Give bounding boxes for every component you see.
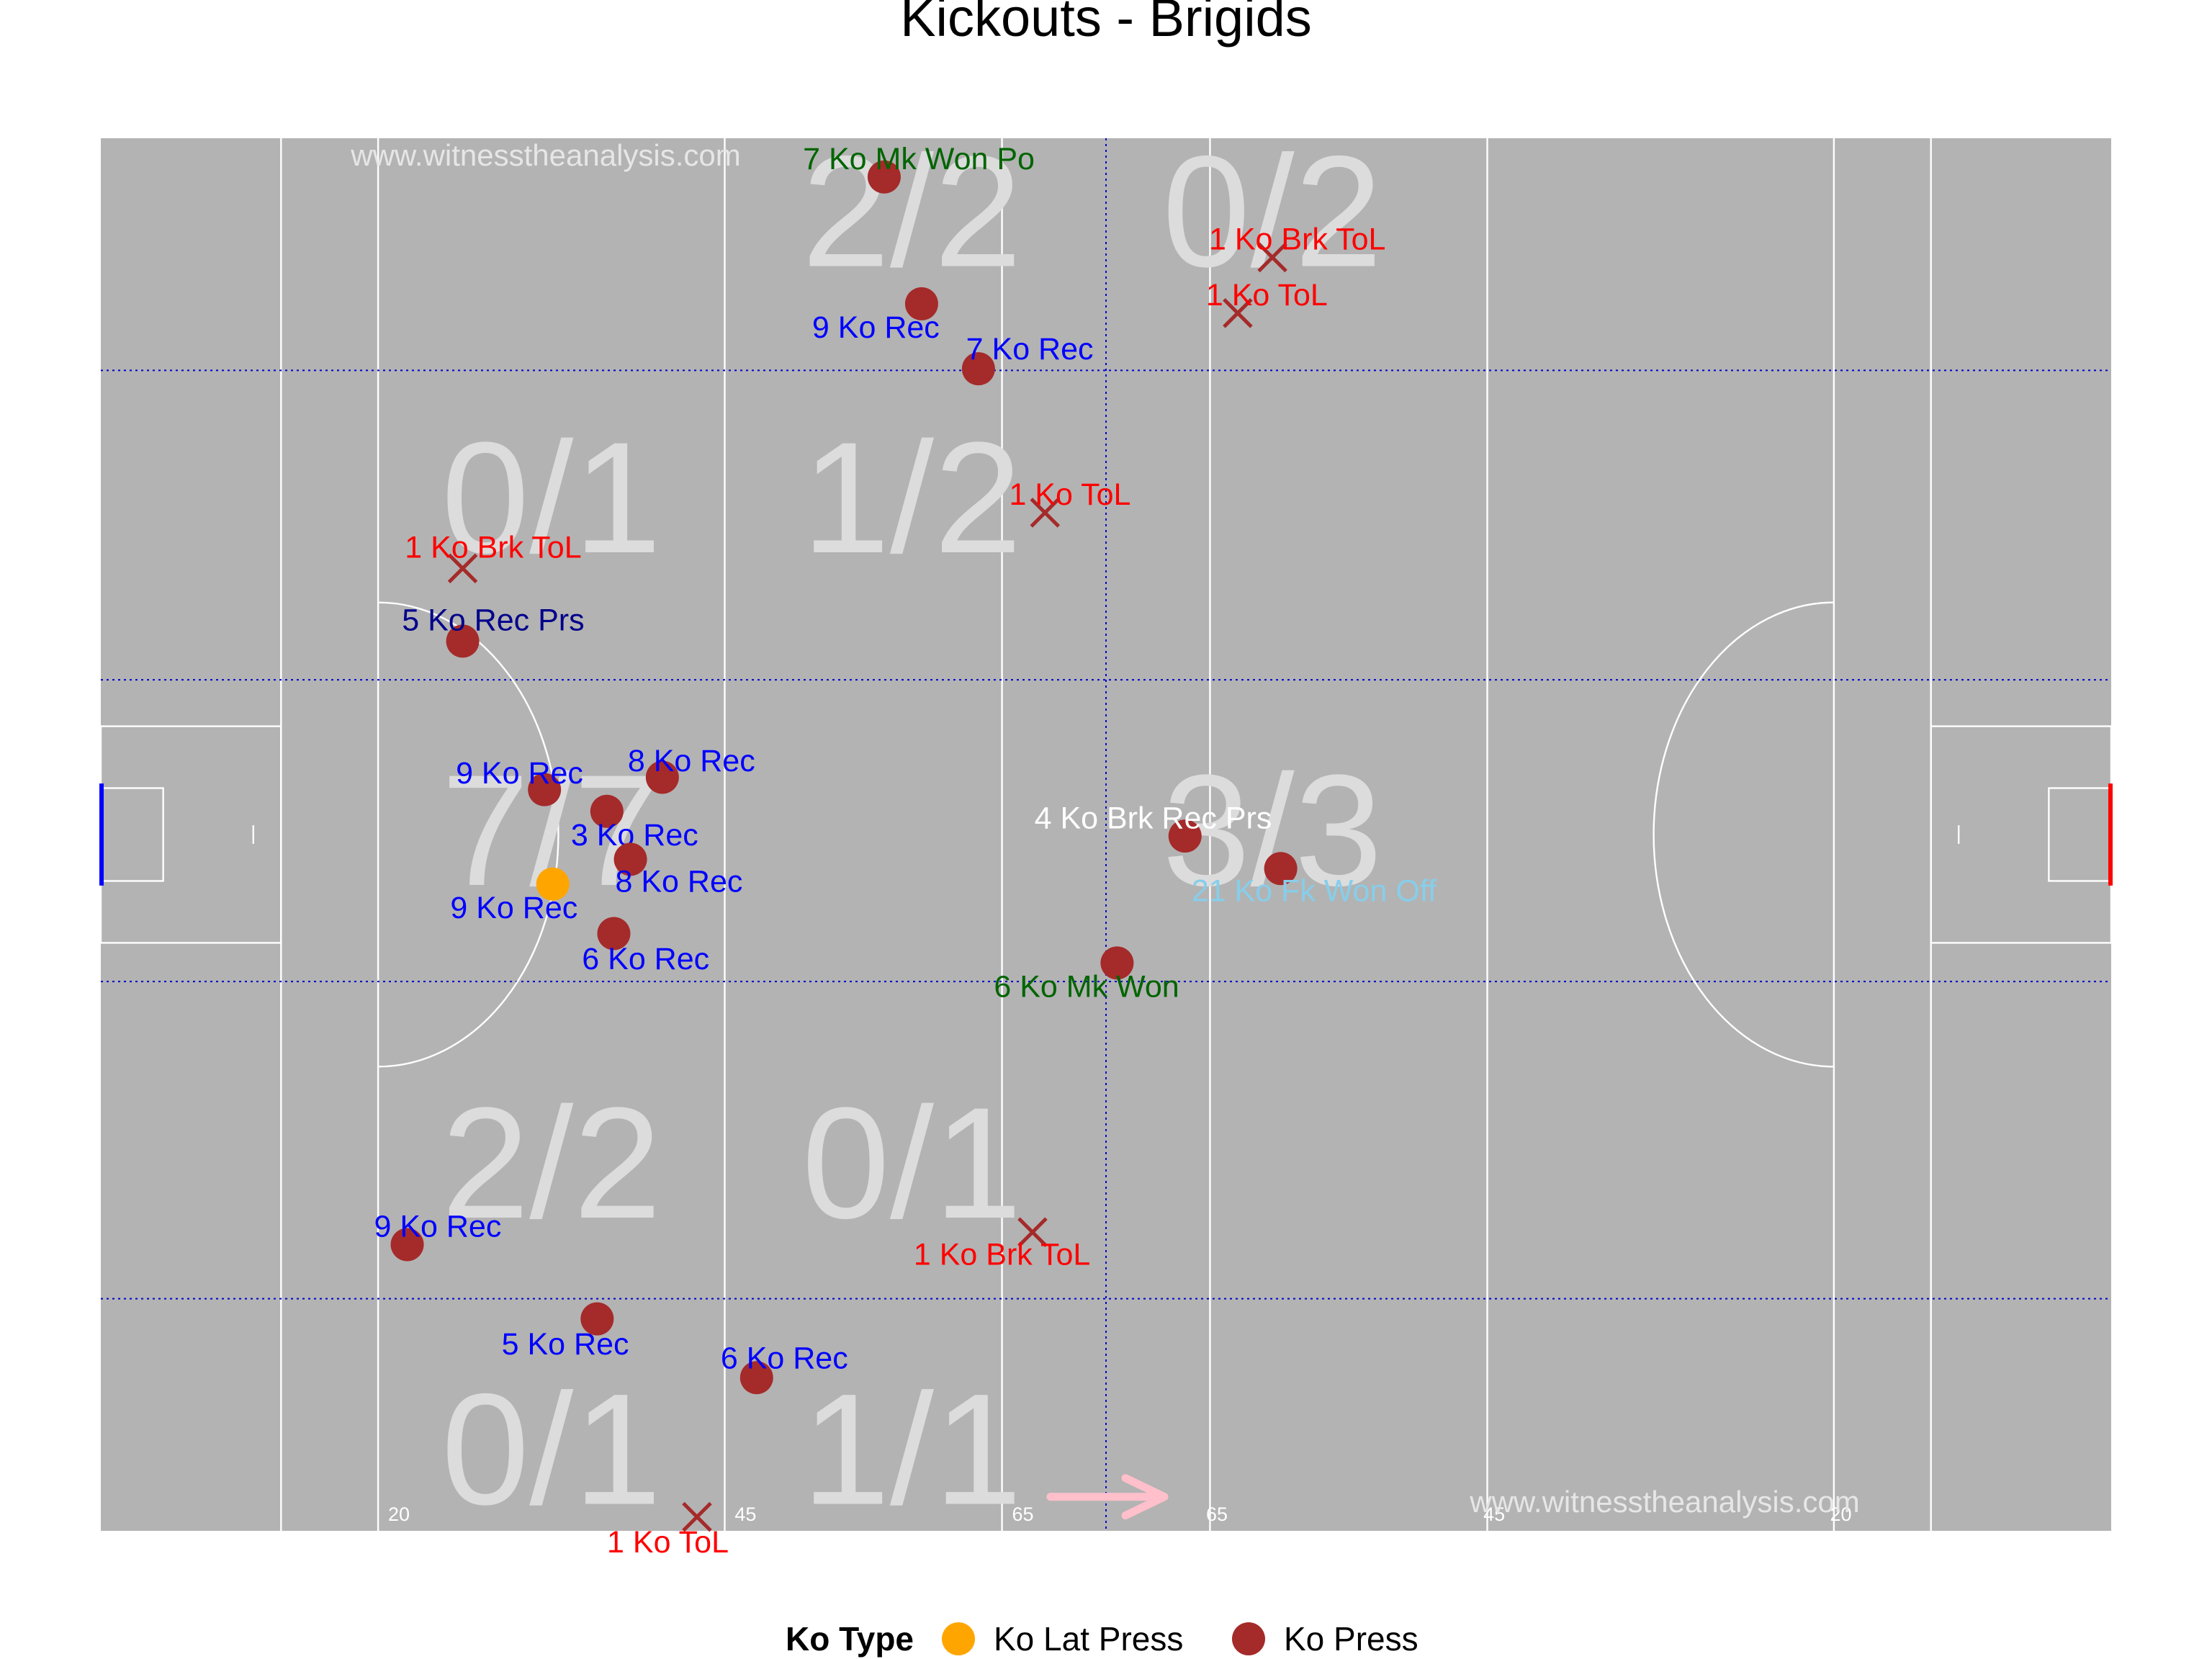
kickout-marker-20 bbox=[739, 1361, 773, 1395]
zone-ratio-label-4: 1/2 bbox=[802, 409, 1022, 586]
kickout-marker-19 bbox=[580, 1302, 614, 1336]
kickout-marker-x-3 bbox=[1257, 242, 1287, 273]
kickout-label-4: 1 Ko ToL bbox=[1206, 278, 1328, 313]
watermarks: www.witnesstheanalysis.com www.witnessth… bbox=[350, 138, 1860, 1519]
distance-label-3: 65 bbox=[1206, 1503, 1228, 1525]
kickout-label-20: 6 Ko Rec bbox=[721, 1341, 848, 1375]
distance-label-5: 20 bbox=[1830, 1503, 1852, 1525]
kickout-marker-x-6 bbox=[447, 553, 478, 584]
legend-marker-ko-press bbox=[1232, 1622, 1265, 1655]
pitch: 20 45 65 65 45 20 bbox=[99, 138, 2113, 1531]
kickout-label-16: 6 Ko Mk Won bbox=[994, 970, 1179, 1004]
kickout-marker-x-4 bbox=[1223, 298, 1253, 328]
kickout-label-14: 4 Ko Brk Rec Prs bbox=[1035, 801, 1272, 835]
kickout-label-17: 1 Ko Brk ToL bbox=[914, 1237, 1090, 1272]
kickout-label-2: 7 Ko Rec bbox=[966, 332, 1094, 367]
legend-label-ko-press: Ko Press bbox=[1284, 1620, 1419, 1658]
zone-ratio-label-8: 0/1 bbox=[802, 1074, 1022, 1251]
kickout-marker-13 bbox=[597, 917, 631, 950]
kickout-marker-x-5 bbox=[1030, 498, 1061, 528]
watermark-top: www.witnesstheanalysis.com bbox=[350, 138, 741, 172]
kickout-label-12: 9 Ko Rec bbox=[450, 891, 577, 925]
kickout-label-5: 1 Ko ToL bbox=[1009, 477, 1130, 512]
legend-title: Ko Type bbox=[786, 1620, 914, 1658]
kickout-label-18: 9 Ko Rec bbox=[374, 1210, 501, 1244]
kickout-label-0: 7 Ko Mk Won Po bbox=[803, 142, 1035, 176]
distance-label-1: 45 bbox=[734, 1503, 756, 1525]
legend-label-ko-lat-press: Ko Lat Press bbox=[994, 1620, 1183, 1658]
watermark-bottom: www.witnesstheanalysis.com bbox=[1469, 1485, 1860, 1519]
legend: Ko Type Ko Lat Press Ko Press bbox=[786, 1620, 1419, 1658]
direction-arrow-head bbox=[1121, 1474, 1169, 1520]
kickout-marker-12 bbox=[536, 867, 570, 901]
zone-ratio-label-3: 0/1 bbox=[441, 409, 662, 586]
zone-ratio-label-10: 1/1 bbox=[802, 1361, 1022, 1538]
kickout-label-11: 8 Ko Rec bbox=[616, 864, 743, 899]
kickout-points: 7 Ko Mk Won Po 9 Ko Rec 7 Ko Rec 1 Ko Brk T… bbox=[374, 142, 1437, 1560]
kickout-label-3: 1 Ko Brk ToL bbox=[1209, 222, 1385, 257]
kickout-marker-11 bbox=[613, 842, 647, 876]
right-arc bbox=[1653, 601, 1834, 1068]
kickout-marker-8 bbox=[645, 760, 679, 794]
kickout-marker-2 bbox=[961, 352, 995, 386]
zone-ratio-label-2: 0/2 bbox=[1162, 122, 1382, 300]
kickout-label-13: 6 Ko Rec bbox=[582, 942, 709, 976]
legend-marker-ko-lat-press bbox=[942, 1622, 975, 1655]
kickout-label-6: 1 Ko Brk ToL bbox=[405, 530, 581, 565]
distance-label-2: 65 bbox=[1012, 1503, 1033, 1525]
kickout-marker-9 bbox=[528, 773, 562, 806]
kickout-marker-7 bbox=[446, 624, 480, 658]
kickout-marker-15 bbox=[1264, 852, 1298, 886]
kickout-label-21: 1 Ko ToL bbox=[607, 1525, 729, 1560]
zone-ratio-label-1: 2/2 bbox=[802, 122, 1022, 300]
kickout-marker-18 bbox=[390, 1228, 424, 1262]
distance-label-0: 20 bbox=[388, 1503, 410, 1525]
kickout-marker-x-21 bbox=[682, 1501, 712, 1532]
kickout-marker-1 bbox=[904, 287, 938, 320]
kickout-marker-0 bbox=[867, 160, 901, 194]
kickout-label-19: 5 Ko Rec bbox=[502, 1327, 629, 1362]
zone-labels: 2/2 0/20/1 1/27/7 3/32/2 0/10/1 1/1 bbox=[441, 122, 1382, 1537]
kickout-marker-16 bbox=[1100, 946, 1134, 980]
kickout-marker-x-17 bbox=[1017, 1217, 1048, 1248]
kickout-label-15: 21 Ko Fk Won Off bbox=[1192, 873, 1437, 908]
kickout-label-7: 5 Ko Rec Prs bbox=[402, 603, 584, 637]
kickout-marker-10 bbox=[590, 794, 624, 828]
zone-ratio-label-9: 0/1 bbox=[441, 1361, 662, 1538]
zone-ratio-label-7: 2/2 bbox=[441, 1074, 662, 1251]
kickout-label-1: 9 Ko Rec bbox=[812, 310, 940, 345]
distance-label-4: 45 bbox=[1483, 1503, 1505, 1525]
kickout-label-8: 8 Ko Rec bbox=[628, 744, 755, 778]
kickout-label-9: 9 Ko Rec bbox=[456, 756, 583, 791]
chart-title: Kickouts - Brigids bbox=[900, 0, 1312, 48]
kickout-marker-14 bbox=[1168, 819, 1202, 853]
